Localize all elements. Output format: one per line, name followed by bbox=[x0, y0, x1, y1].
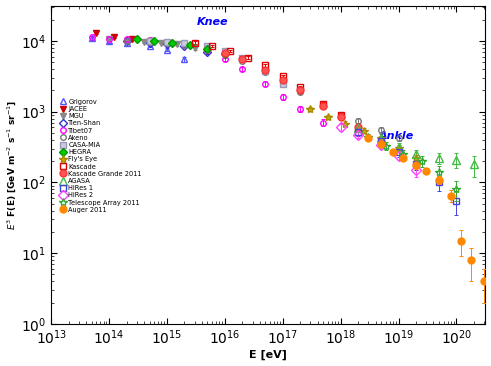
Text: Ankle: Ankle bbox=[379, 131, 414, 141]
Y-axis label: $E^3$ F(E) [GeV m$^{-2}$ s$^{-1}$ sr$^{-1}$]: $E^3$ F(E) [GeV m$^{-2}$ s$^{-1}$ sr$^{-… bbox=[5, 100, 18, 230]
Text: Knee: Knee bbox=[196, 18, 228, 27]
X-axis label: E [eV]: E [eV] bbox=[249, 350, 287, 361]
Legend: Grigorov, JACEE, MGU, Tien-Shan, Tibet07, Akeno, CASA-MIA, HEGRA, Fly's Eye, Kas: Grigorov, JACEE, MGU, Tien-Shan, Tibet07… bbox=[59, 98, 142, 213]
